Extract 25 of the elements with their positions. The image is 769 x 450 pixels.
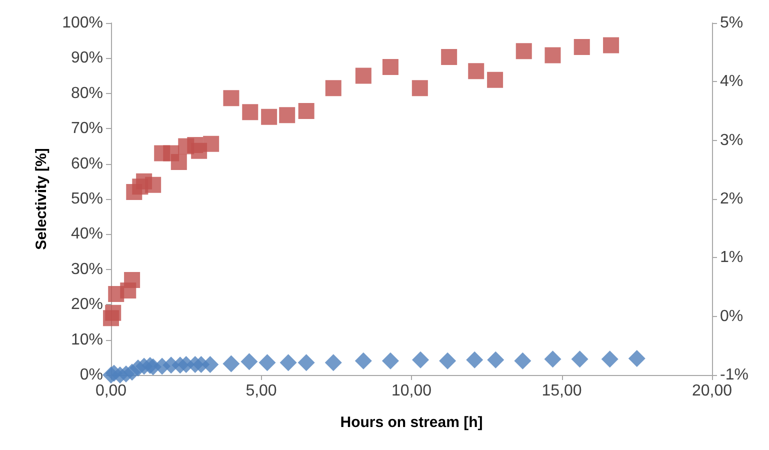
y-tick-label: 30%	[70, 260, 103, 278]
x-tick-label: 0,00	[95, 382, 127, 400]
y-tick-label: 60%	[70, 155, 103, 172]
y2-tick-label: 4%	[720, 73, 744, 90]
y2-tick-label: -1%	[720, 366, 748, 384]
y-tick-label: 90%	[70, 50, 103, 67]
y-tick-label: 20%	[70, 296, 103, 314]
y2-tick-label: 3%	[720, 132, 744, 149]
x-tick-label: 15,00	[542, 382, 582, 400]
y-tick-label: 50%	[70, 190, 103, 208]
x-tick-label: 10,00	[391, 382, 432, 400]
y2-tick-label: 5%	[720, 14, 744, 32]
y2-tick-label: 2%	[720, 190, 744, 208]
y2-tick-label: 0%	[720, 308, 744, 325]
y-tick-label: 10%	[70, 331, 103, 348]
y-tick-label: 100%	[62, 14, 103, 32]
y-tick-label: 40%	[70, 226, 103, 243]
x-tick-label: 5,00	[246, 382, 277, 400]
y-tick-label: 0%	[80, 366, 103, 384]
x-axis-title: Hours on stream [h]	[340, 414, 483, 431]
y-axis-title: Selectivity [%]	[33, 148, 50, 250]
y-tick-label: 80%	[70, 84, 103, 102]
y2-tick-label: 1%	[720, 249, 744, 266]
y-tick-label: 70%	[70, 120, 103, 138]
x-tick-label: 20,00	[692, 382, 732, 400]
